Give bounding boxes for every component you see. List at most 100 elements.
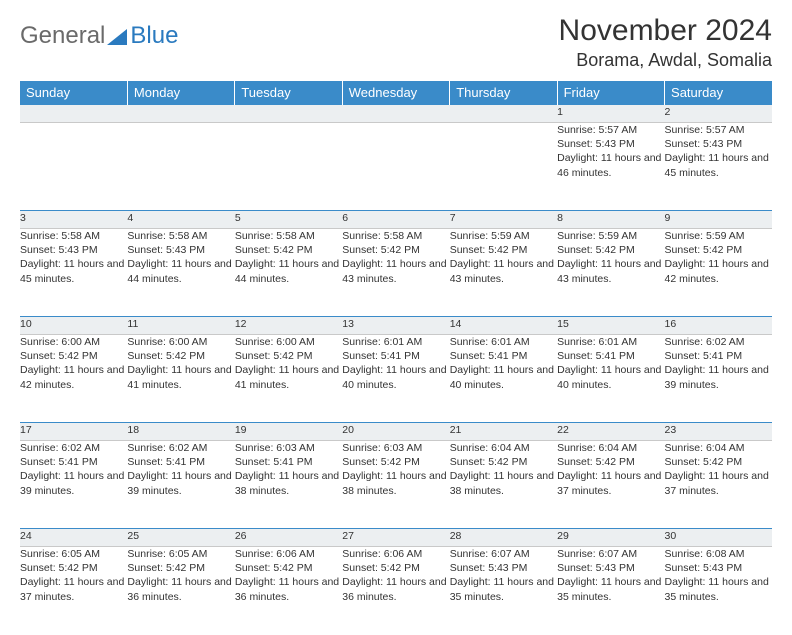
- day-info-line: Sunrise: 5:58 AM: [127, 229, 234, 243]
- day-info-line: Daylight: 11 hours and 44 minutes.: [127, 257, 234, 285]
- day-info-line: Sunrise: 6:02 AM: [665, 335, 772, 349]
- day-number-cell: 11: [127, 317, 234, 335]
- day-content-cell: Sunrise: 6:01 AMSunset: 5:41 PMDaylight:…: [342, 335, 449, 423]
- day-content-cell: Sunrise: 6:03 AMSunset: 5:41 PMDaylight:…: [235, 441, 342, 529]
- day-content-cell: Sunrise: 6:05 AMSunset: 5:42 PMDaylight:…: [127, 547, 234, 635]
- day-info-line: Daylight: 11 hours and 44 minutes.: [235, 257, 342, 285]
- logo-text-blue: Blue: [107, 22, 178, 50]
- logo-text-general: General: [20, 22, 105, 50]
- day-info-line: Sunset: 5:42 PM: [127, 561, 234, 575]
- day-content-cell: Sunrise: 6:03 AMSunset: 5:42 PMDaylight:…: [342, 441, 449, 529]
- day-info-line: Sunrise: 5:58 AM: [342, 229, 449, 243]
- day-number-cell: 18: [127, 423, 234, 441]
- day-number-cell: [20, 105, 127, 123]
- day-info-line: Daylight: 11 hours and 42 minutes.: [665, 257, 772, 285]
- day-content-cell: Sunrise: 6:01 AMSunset: 5:41 PMDaylight:…: [450, 335, 557, 423]
- day-content-cell: Sunrise: 6:02 AMSunset: 5:41 PMDaylight:…: [127, 441, 234, 529]
- day-info-line: Sunset: 5:43 PM: [127, 243, 234, 257]
- day-info-line: Sunrise: 6:07 AM: [450, 547, 557, 561]
- day-content-cell: Sunrise: 6:02 AMSunset: 5:41 PMDaylight:…: [665, 335, 772, 423]
- day-content-cell: Sunrise: 6:06 AMSunset: 5:42 PMDaylight:…: [342, 547, 449, 635]
- day-info-line: Sunset: 5:41 PM: [127, 455, 234, 469]
- day-info-line: Daylight: 11 hours and 43 minutes.: [450, 257, 557, 285]
- day-info-line: Daylight: 11 hours and 38 minutes.: [235, 469, 342, 497]
- day-info-line: Daylight: 11 hours and 40 minutes.: [450, 363, 557, 391]
- day-info-line: Sunset: 5:42 PM: [235, 561, 342, 575]
- day-number-cell: 19: [235, 423, 342, 441]
- day-info-line: Daylight: 11 hours and 43 minutes.: [342, 257, 449, 285]
- day-info-line: Daylight: 11 hours and 36 minutes.: [342, 575, 449, 603]
- header: General Blue November 2024 Borama, Awdal…: [20, 14, 772, 71]
- day-info-line: Daylight: 11 hours and 38 minutes.: [342, 469, 449, 497]
- weekday-sat: Saturday: [665, 81, 772, 105]
- day-number-cell: 9: [665, 211, 772, 229]
- day-content-cell: Sunrise: 5:57 AMSunset: 5:43 PMDaylight:…: [557, 123, 664, 211]
- day-content-cell: Sunrise: 6:01 AMSunset: 5:41 PMDaylight:…: [557, 335, 664, 423]
- day-info-line: Daylight: 11 hours and 41 minutes.: [235, 363, 342, 391]
- day-info-line: Sunset: 5:42 PM: [235, 243, 342, 257]
- day-content-cell: [127, 123, 234, 211]
- day-info-line: Sunset: 5:43 PM: [665, 561, 772, 575]
- day-number-cell: [342, 105, 449, 123]
- day-info-line: Sunset: 5:43 PM: [450, 561, 557, 575]
- day-info-line: Sunrise: 6:00 AM: [20, 335, 127, 349]
- day-info-line: Sunrise: 5:57 AM: [557, 123, 664, 137]
- day-info-line: Daylight: 11 hours and 42 minutes.: [20, 363, 127, 391]
- day-info-line: Daylight: 11 hours and 46 minutes.: [557, 151, 664, 179]
- daynum-row: 10111213141516: [20, 317, 772, 335]
- day-info-line: Daylight: 11 hours and 40 minutes.: [557, 363, 664, 391]
- day-info-line: Daylight: 11 hours and 35 minutes.: [557, 575, 664, 603]
- day-info-line: Daylight: 11 hours and 39 minutes.: [127, 469, 234, 497]
- day-info-line: Sunrise: 6:00 AM: [127, 335, 234, 349]
- day-info-line: Sunset: 5:42 PM: [450, 243, 557, 257]
- day-number-cell: 30: [665, 529, 772, 547]
- calendar-body: 12Sunrise: 5:57 AMSunset: 5:43 PMDayligh…: [20, 105, 772, 635]
- day-info-line: Daylight: 11 hours and 36 minutes.: [235, 575, 342, 603]
- location: Borama, Awdal, Somalia: [559, 50, 772, 71]
- day-info-line: Daylight: 11 hours and 37 minutes.: [557, 469, 664, 497]
- day-number-cell: 26: [235, 529, 342, 547]
- day-info-line: Daylight: 11 hours and 36 minutes.: [127, 575, 234, 603]
- weekday-fri: Friday: [557, 81, 664, 105]
- day-info-line: Sunrise: 6:04 AM: [450, 441, 557, 455]
- day-info-line: Sunset: 5:42 PM: [342, 561, 449, 575]
- day-number-cell: 22: [557, 423, 664, 441]
- day-info-line: Sunset: 5:41 PM: [20, 455, 127, 469]
- daynum-row: 17181920212223: [20, 423, 772, 441]
- day-number-cell: 10: [20, 317, 127, 335]
- day-content-row: Sunrise: 5:57 AMSunset: 5:43 PMDaylight:…: [20, 123, 772, 211]
- day-number-cell: 16: [665, 317, 772, 335]
- day-number-cell: 29: [557, 529, 664, 547]
- logo-triangle-icon: [107, 27, 127, 45]
- day-info-line: Sunset: 5:42 PM: [235, 349, 342, 363]
- day-info-line: Sunset: 5:43 PM: [557, 137, 664, 151]
- day-info-line: Sunrise: 6:01 AM: [557, 335, 664, 349]
- day-number-cell: 27: [342, 529, 449, 547]
- day-content-cell: Sunrise: 6:02 AMSunset: 5:41 PMDaylight:…: [20, 441, 127, 529]
- day-content-cell: Sunrise: 5:58 AMSunset: 5:43 PMDaylight:…: [127, 229, 234, 317]
- day-number-cell: 28: [450, 529, 557, 547]
- day-number-cell: 25: [127, 529, 234, 547]
- day-info-line: Sunrise: 6:06 AM: [342, 547, 449, 561]
- day-content-cell: Sunrise: 5:58 AMSunset: 5:43 PMDaylight:…: [20, 229, 127, 317]
- day-info-line: Sunrise: 6:04 AM: [665, 441, 772, 455]
- day-info-line: Daylight: 11 hours and 35 minutes.: [665, 575, 772, 603]
- day-content-cell: Sunrise: 5:59 AMSunset: 5:42 PMDaylight:…: [557, 229, 664, 317]
- day-info-line: Daylight: 11 hours and 45 minutes.: [665, 151, 772, 179]
- day-info-line: Sunset: 5:42 PM: [127, 349, 234, 363]
- weekday-header-row: Sunday Monday Tuesday Wednesday Thursday…: [20, 81, 772, 105]
- day-info-line: Sunset: 5:43 PM: [665, 137, 772, 151]
- day-number-cell: 8: [557, 211, 664, 229]
- day-info-line: Sunset: 5:42 PM: [450, 455, 557, 469]
- day-info-line: Sunrise: 5:59 AM: [557, 229, 664, 243]
- day-info-line: Sunrise: 6:02 AM: [127, 441, 234, 455]
- day-info-line: Sunrise: 6:00 AM: [235, 335, 342, 349]
- weekday-mon: Monday: [127, 81, 234, 105]
- day-info-line: Daylight: 11 hours and 39 minutes.: [665, 363, 772, 391]
- day-info-line: Sunset: 5:42 PM: [557, 455, 664, 469]
- day-number-cell: 20: [342, 423, 449, 441]
- day-number-cell: 14: [450, 317, 557, 335]
- day-info-line: Sunrise: 6:02 AM: [20, 441, 127, 455]
- day-info-line: Sunrise: 5:59 AM: [450, 229, 557, 243]
- day-info-line: Sunset: 5:42 PM: [20, 349, 127, 363]
